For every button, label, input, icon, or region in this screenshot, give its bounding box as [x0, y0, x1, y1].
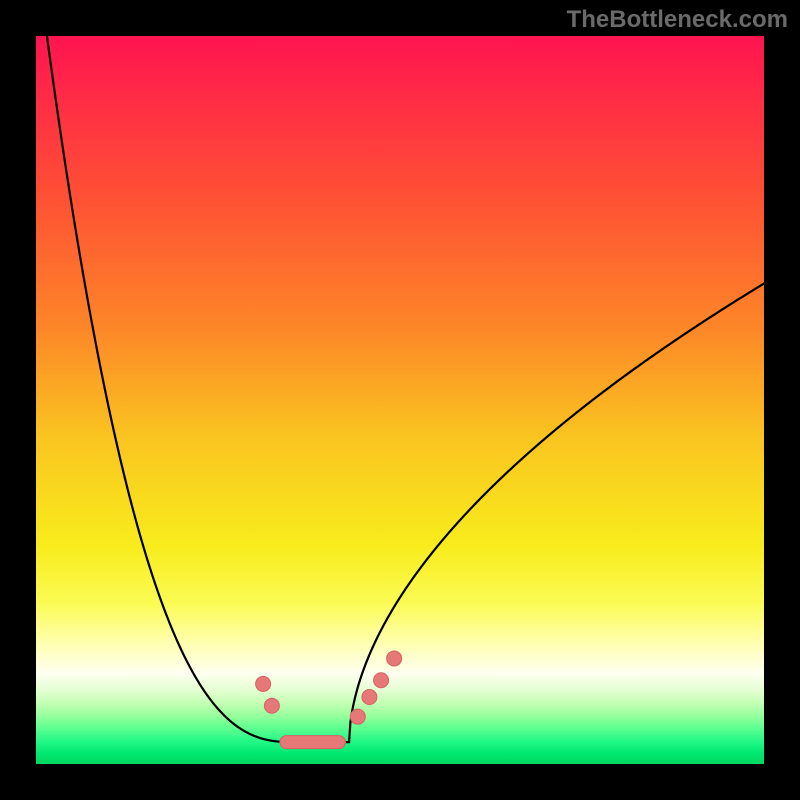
marker-dot-left-1	[264, 698, 279, 713]
watermark-text: TheBottleneck.com	[567, 6, 788, 34]
marker-dot-left-0	[256, 676, 271, 691]
optimal-range-bar	[280, 736, 346, 749]
marker-dot-right-0	[350, 709, 365, 724]
marker-dot-right-3	[387, 651, 402, 666]
marker-dot-right-1	[362, 690, 377, 705]
marker-dot-right-2	[374, 673, 389, 688]
plot-area	[36, 36, 764, 764]
plot-svg	[36, 36, 764, 764]
